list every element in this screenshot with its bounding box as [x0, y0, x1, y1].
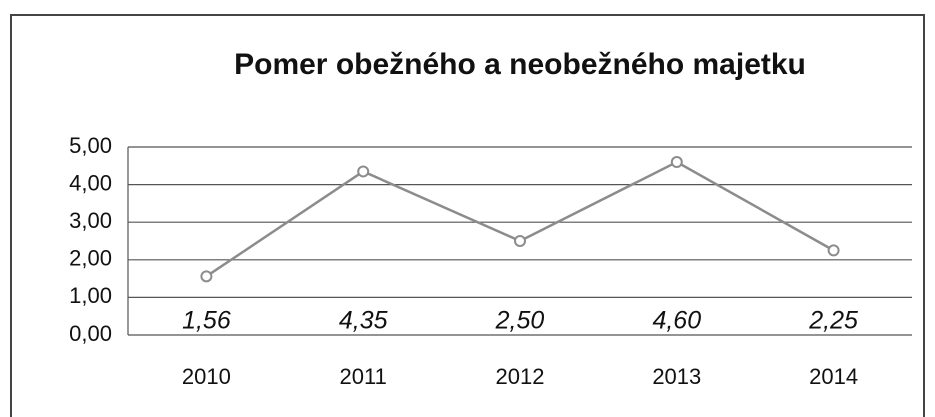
y-tick-label: 3,00 [69, 208, 112, 233]
chart-frame [10, 14, 925, 417]
y-tick-label: 4,00 [69, 170, 112, 195]
data-label: 1,56 [182, 307, 231, 335]
data-label: 2,50 [495, 307, 545, 335]
data-point [514, 235, 526, 247]
x-tick-label: 2011 [340, 364, 387, 389]
data-point [357, 165, 370, 178]
data-point [827, 244, 840, 257]
data-label: 2,25 [808, 307, 858, 335]
x-tick-label: 2013 [652, 364, 701, 389]
y-tick-label: 1,00 [69, 283, 112, 308]
data-line [205, 160, 835, 278]
x-tick-label: 2014 [809, 364, 858, 389]
data-label: 4,35 [339, 307, 388, 335]
data-point [670, 156, 683, 169]
data-point [200, 270, 213, 283]
chart-title: Pomer obežného a neobežného majetku [234, 48, 806, 81]
y-tick-label: 2,00 [69, 246, 112, 271]
x-tick-label: 2010 [182, 364, 231, 389]
y-tick-label: 5,00 [69, 133, 112, 158]
y-tick-label: 0,00 [69, 321, 112, 346]
x-tick-label: 2012 [496, 364, 545, 389]
data-label: 4,60 [652, 307, 701, 335]
